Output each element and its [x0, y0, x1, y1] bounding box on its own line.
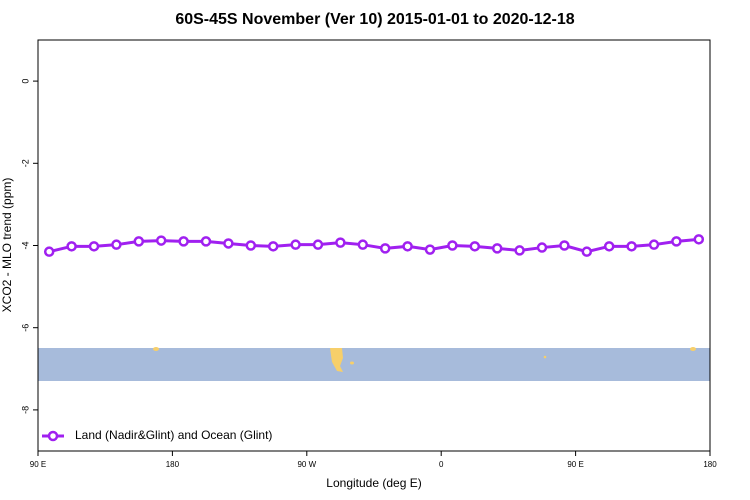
data-point — [581, 246, 593, 257]
data-point — [626, 241, 637, 252]
data-point — [200, 236, 212, 247]
x-tick-label: 180 — [166, 460, 180, 469]
x-tick-label: 0 — [439, 460, 444, 469]
x-axis-label: Longitude (deg E) — [326, 476, 421, 490]
y-tick-label: 0 — [20, 79, 30, 84]
data-point — [491, 243, 503, 254]
data-point — [559, 240, 570, 251]
data-point — [245, 240, 257, 251]
y-tick-label: -8 — [20, 406, 30, 414]
data-point — [536, 242, 548, 253]
y-tick-label: -4 — [20, 241, 30, 249]
land — [350, 361, 354, 365]
legend-label: Land (Nadir&Glint) and Ocean (Glint) — [75, 428, 272, 442]
x-tick-label: 90 W — [297, 460, 316, 469]
data-point — [514, 245, 525, 256]
data-point — [335, 237, 346, 248]
data-point — [133, 236, 145, 247]
land — [690, 347, 696, 351]
data-point — [447, 240, 458, 251]
data-point — [671, 236, 682, 247]
data-point — [379, 243, 391, 254]
land — [543, 355, 547, 359]
data-point — [312, 239, 324, 250]
data-point — [402, 241, 413, 252]
land — [330, 348, 343, 372]
data-point — [111, 239, 122, 250]
y-axis-label: XCO2 - MLO trend (ppm) — [0, 178, 14, 313]
data-point — [178, 236, 189, 247]
data-point — [43, 246, 55, 257]
legend-marker — [47, 430, 59, 442]
land — [153, 347, 159, 351]
data-point — [66, 241, 77, 252]
y-tick-label: -6 — [20, 324, 30, 332]
data-point — [155, 235, 167, 246]
y-tick-label: -2 — [20, 159, 30, 167]
data-point — [693, 234, 705, 245]
x-tick-label: 90 E — [567, 460, 583, 469]
data-point — [267, 241, 279, 252]
data-point — [290, 239, 301, 250]
map-strip — [38, 348, 710, 381]
data-point — [357, 239, 369, 250]
data-point — [424, 244, 436, 255]
chart-title: 60S-45S November (Ver 10) 2015-01-01 to … — [175, 11, 574, 28]
land-shapes — [153, 347, 696, 372]
data-point — [469, 241, 481, 252]
data-point — [88, 241, 100, 252]
data-point — [223, 238, 234, 249]
x-tick-label: 90 E — [30, 460, 46, 469]
x-tick-label: 180 — [703, 460, 717, 469]
data-point — [603, 241, 615, 252]
data-point — [648, 239, 660, 250]
